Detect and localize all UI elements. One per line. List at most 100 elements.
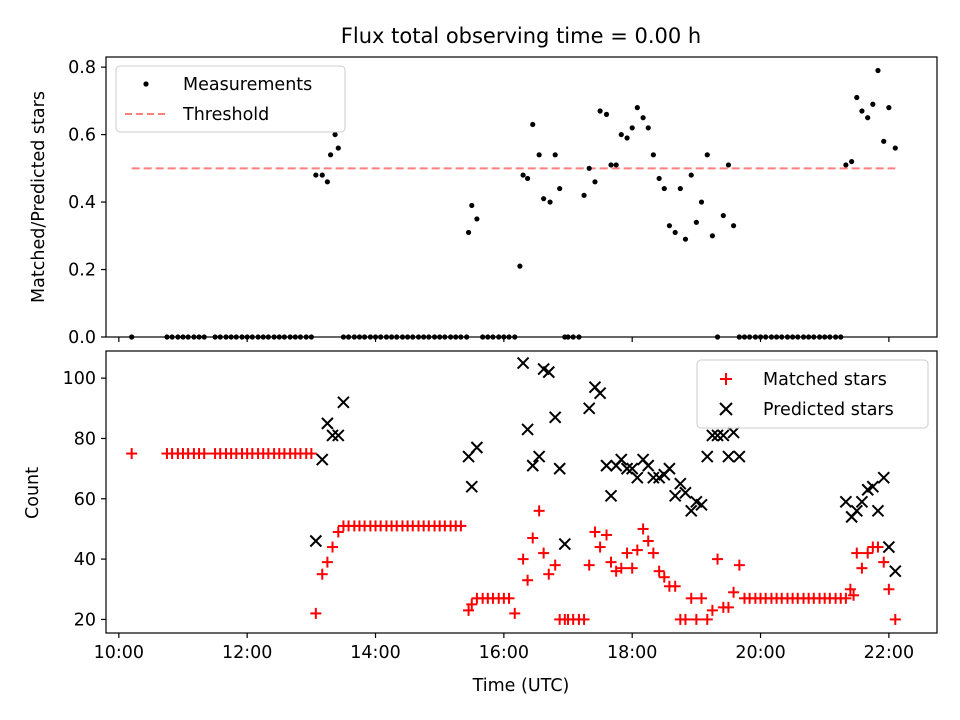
predicted-star-point [620,462,634,475]
predicted-star-point [558,537,572,551]
measurement-point [541,196,547,202]
predicted-star-point [532,450,546,463]
measurement-point [672,229,678,236]
matched-star-point [522,574,534,586]
matched-star-point [615,562,627,574]
matched-star-point [601,529,613,541]
measurement-point [688,172,694,178]
matched-star-point [706,604,718,616]
top-y-tick-label: 0.8 [68,58,96,78]
measurement-point [859,108,865,114]
bottom-y-axis-label: Count [23,467,43,519]
bottom-y-tick-label: 20 [74,610,96,630]
predicted-star-point [582,402,596,415]
measurement-point [319,172,325,178]
matched-star-point [669,580,681,592]
matched-star-point [690,613,702,625]
legend-measurements-marker [143,81,149,87]
measurement-point [730,223,737,229]
matched-star-point [840,592,852,604]
bottom-x-tick-label: 12:00 [222,643,272,663]
measurement-point [624,135,630,141]
predicted-star-point [600,459,613,472]
matched-star-point [316,568,328,580]
measurement-point [552,152,558,158]
predicted-star-point [663,462,676,475]
predicted-star-point [855,495,869,509]
measurement-point [661,185,667,192]
predicted-star-point [326,429,339,442]
measurement-point [650,152,656,158]
measurement-point [634,105,640,111]
matched-star-point [728,586,740,598]
matched-star-point [626,562,638,574]
bottom-x-axis-label: Time (UTC) [472,676,570,696]
predicted-star-point [321,417,334,430]
measurement-point [332,131,338,138]
legend-predicted-label: Predicted stars [763,400,894,420]
measurement-point [709,233,716,239]
matched-star-point [583,559,595,571]
measurement-point [469,202,475,209]
bottom-y-tick-label: 80 [74,429,96,449]
bottom-x-tick-label: 16:00 [479,643,529,663]
matched-star-point [701,613,713,625]
matched-star-point [549,559,561,571]
matched-star-point [327,541,339,553]
predicted-star-point [337,396,350,409]
predicted-star-point [733,450,746,463]
measurement-point [536,152,542,158]
predicted-star-point [866,480,880,493]
predicted-star-point [839,495,853,509]
measurement-point [870,101,876,107]
top-y-tick-label: 0.6 [68,126,96,146]
predicted-star-point [674,477,687,490]
measurement-point [875,67,881,74]
predicted-star-point [850,504,863,518]
matched-star-point [594,541,606,553]
predicted-star-point [706,429,719,442]
top-panel: 0.00.20.40.60.8 Matched/Predicted stars … [29,56,938,348]
measurement-point [520,172,526,178]
matched-star-point [844,583,856,595]
predicted-star-point [631,471,644,484]
measurement-point [704,152,710,158]
matched-star-point [695,592,707,604]
matched-star-point [455,520,467,532]
predicted-star-point [701,450,714,463]
measurement-point [465,229,472,236]
top-y-tick-label: 0.2 [68,261,96,281]
measurement-point [640,115,646,121]
measurement-point [656,175,662,182]
matched-star-point [642,535,654,547]
measurement-point [854,94,860,101]
legend-matched-label: Matched stars [763,370,887,390]
predicted-star-point [871,504,885,518]
top-legend: Measurements Threshold [115,65,346,133]
predicted-star-point [604,489,618,502]
measurement-point [677,185,683,192]
predicted-star-point [727,426,740,439]
predicted-star-point [521,423,534,436]
bottom-x-tick-label: 22:00 [864,643,914,663]
measurement-point [327,152,334,158]
matched-star-point [851,547,863,559]
matched-star-point [527,532,539,544]
measurement-point [597,108,603,114]
measurement-point [720,212,726,219]
predicted-star-point [516,356,530,370]
measurement-point [645,125,651,131]
matched-star-point [679,613,691,625]
predicted-star-point [647,471,660,484]
matched-star-point [631,544,643,556]
predicted-star-point [722,450,735,463]
top-x-ticks [118,337,890,342]
measurement-point [586,165,592,171]
bottom-x-tick-label: 14:00 [350,643,400,663]
matched-star-point [883,583,895,595]
matched-star-point [310,607,322,619]
predicted-star-point [593,387,607,400]
matched-star-point [538,547,550,559]
measurement-point [843,162,849,168]
measurement-point [335,145,341,151]
